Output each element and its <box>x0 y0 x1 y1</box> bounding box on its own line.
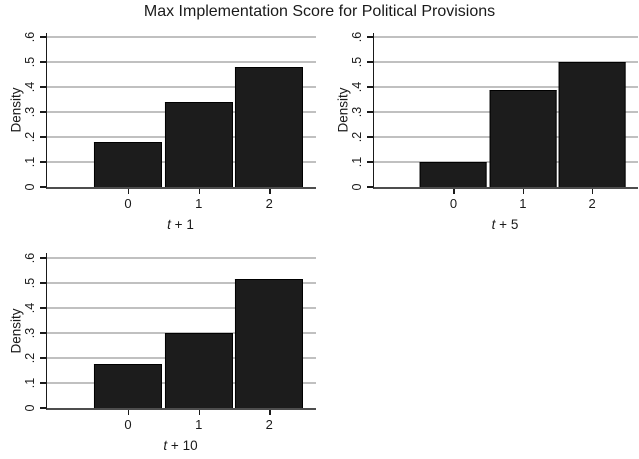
x-tick-label: 2 <box>265 417 273 432</box>
y-tick-label: .3 <box>350 106 364 118</box>
y-tick-label: .5 <box>23 56 37 68</box>
gridline-y-.6 <box>47 36 316 38</box>
y-tick-mark <box>40 61 46 63</box>
x-tick-mark <box>269 410 271 415</box>
y-axis-title: Density <box>335 87 351 133</box>
bar-x0 <box>93 364 162 408</box>
gridline-y-.4 <box>374 86 638 88</box>
bar-x0 <box>420 162 487 187</box>
y-tick-mark <box>40 36 46 38</box>
y-tick-label: .2 <box>23 131 37 143</box>
bar-x1 <box>164 333 233 408</box>
plot-panel-t-plus-5: 0 .1 .2 .3 .4 .5 .6 0 1 2 <box>350 32 638 211</box>
gridline-y-.5 <box>374 61 638 63</box>
x-tick-label: 1 <box>519 196 527 211</box>
y-tick-mark <box>367 86 373 88</box>
y-tick-label: .6 <box>23 252 37 264</box>
y-tick-label: .5 <box>23 277 37 289</box>
y-tick-mark <box>40 111 46 113</box>
gridline-y-.6 <box>374 36 638 38</box>
y-tick-mark <box>367 136 373 138</box>
plot-panel-t-plus-10: 0 .1 .2 .3 .4 .5 .6 0 1 2 <box>23 253 316 432</box>
y-tick-label: .2 <box>350 131 364 143</box>
y-tick-mark <box>40 282 46 284</box>
y-axis-title: Density <box>8 87 24 133</box>
y-tick-label: .3 <box>23 106 37 118</box>
y-tick-mark <box>40 332 46 334</box>
y-tick-mark <box>367 111 373 113</box>
x-axis-title: t + 1 <box>167 217 194 232</box>
x-tick-label: 0 <box>449 196 458 211</box>
y-tick-mark <box>367 186 373 188</box>
y-tick-label: .4 <box>23 302 37 314</box>
y-tick-mark <box>40 357 46 359</box>
gridline-y-.4 <box>47 86 316 88</box>
y-tick-label: .1 <box>23 377 37 389</box>
y-tick-mark <box>367 36 373 38</box>
bar-x1 <box>164 102 233 187</box>
y-tick-label: 0 <box>23 404 37 412</box>
y-tick-label: .4 <box>350 81 364 93</box>
y-tick-mark <box>40 136 46 138</box>
gridline-y-.5 <box>47 282 316 284</box>
y-tick-mark <box>40 86 46 88</box>
y-tick-mark <box>40 307 46 309</box>
y-tick-mark <box>40 161 46 163</box>
y-tick-mark <box>40 382 46 384</box>
gridline-y-.5 <box>47 61 316 63</box>
y-tick-label: .6 <box>350 31 364 43</box>
x-tick-mark <box>198 189 201 194</box>
x-tick-label: 1 <box>195 417 203 432</box>
x-tick-mark <box>269 189 271 194</box>
y-tick-label: .2 <box>23 352 37 364</box>
y-axis-title: Density <box>8 307 24 354</box>
bar-x0 <box>93 142 162 187</box>
y-tick-mark <box>40 407 46 409</box>
y-tick-mark <box>40 257 46 259</box>
bar-x2 <box>235 67 304 187</box>
y-tick-mark <box>367 61 373 63</box>
x-tick-mark <box>453 189 455 194</box>
figure-title: Max Implementation Score for Political P… <box>143 3 496 20</box>
y-tick-mark <box>367 161 373 163</box>
gridline-y-.4 <box>47 307 316 309</box>
y-tick-label: .4 <box>23 81 37 93</box>
x-tick-label: 2 <box>588 196 596 211</box>
plot-panel-t-plus-1: 0 .1 .2 .3 .4 .5 .6 0 1 2 <box>23 32 316 211</box>
y-tick-label: .1 <box>23 156 37 168</box>
gridline-y-.6 <box>47 257 316 259</box>
y-tick-label: .1 <box>350 156 364 168</box>
x-tick-label: 0 <box>124 417 132 432</box>
x-tick-label: 1 <box>195 196 203 211</box>
y-tick-label: 0 <box>23 183 37 191</box>
bar-x2 <box>558 62 626 187</box>
y-tick-label: 0 <box>350 183 364 191</box>
x-axis-title: t + 5 <box>491 217 519 232</box>
y-tick-mark <box>40 186 46 188</box>
y-tick-label: .6 <box>23 31 37 43</box>
bar-x2 <box>235 279 304 408</box>
x-tick-label: 0 <box>124 196 132 211</box>
x-tick-mark <box>127 189 130 194</box>
x-tick-mark <box>198 410 201 415</box>
bar-x1 <box>489 89 557 187</box>
x-tick-mark <box>127 410 130 415</box>
y-tick-label: .5 <box>350 56 364 68</box>
y-tick-label: .3 <box>23 327 37 339</box>
x-tick-mark <box>522 189 525 194</box>
x-tick-mark <box>592 189 594 194</box>
x-axis-title: t + 10 <box>163 438 198 453</box>
x-tick-label: 2 <box>265 196 273 211</box>
